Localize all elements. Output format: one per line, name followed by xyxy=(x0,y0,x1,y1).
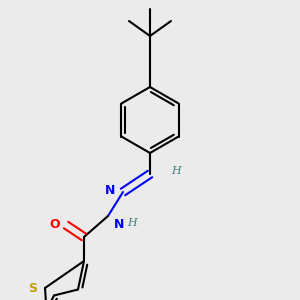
Text: N: N xyxy=(114,218,124,230)
Text: H: H xyxy=(171,166,181,176)
Text: H: H xyxy=(128,218,137,229)
Text: S: S xyxy=(28,281,38,295)
Text: O: O xyxy=(50,218,60,232)
Text: N: N xyxy=(105,184,116,197)
